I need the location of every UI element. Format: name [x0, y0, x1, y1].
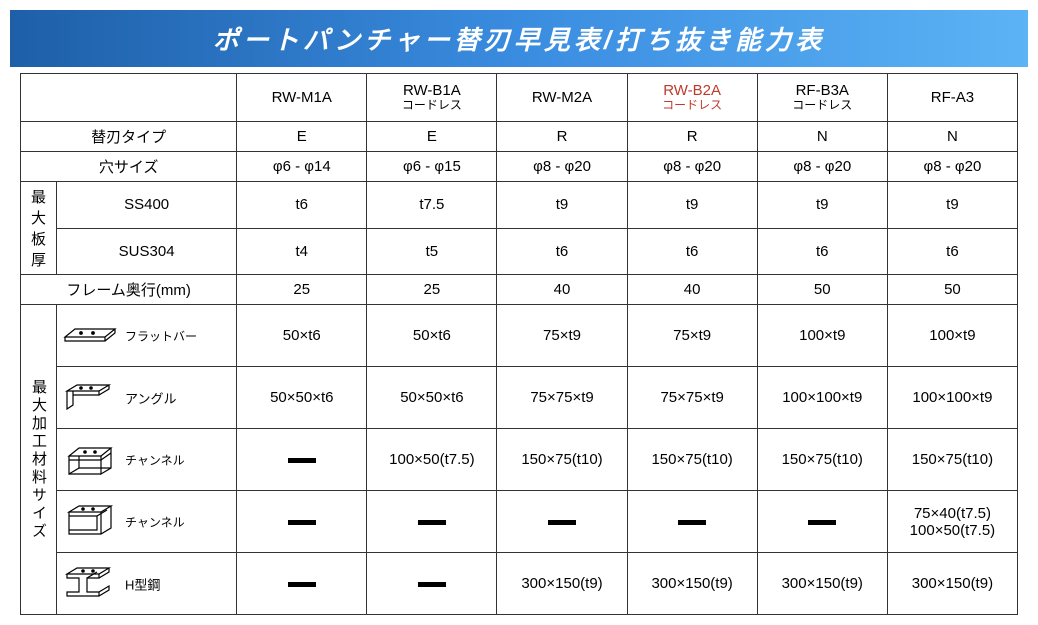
label-max-thick: 最大板厚 — [21, 182, 57, 275]
label-hole-size: 穴サイズ — [21, 152, 237, 182]
material-label-0: フラットバー — [57, 305, 237, 367]
cell-value: 50×t6 — [367, 305, 497, 367]
product-col-2: RW-M2A — [497, 74, 627, 122]
cell-value: 75×t9 — [627, 305, 757, 367]
label-sus304: SUS304 — [57, 228, 237, 275]
cell-dash — [367, 553, 497, 615]
cell-dash — [237, 429, 367, 491]
cell-dash — [757, 491, 887, 553]
label-blade-type: 替刃タイプ — [21, 122, 237, 152]
row-material-4: H型鋼300×150(t9)300×150(t9)300×150(t9)300×… — [21, 553, 1018, 615]
row-hole-size: 穴サイズφ6 - φ14φ6 - φ15φ8 - φ20φ8 - φ20φ8 -… — [21, 152, 1018, 182]
cell-value: 100×100×t9 — [757, 367, 887, 429]
cell-value: 150×75(t10) — [887, 429, 1017, 491]
product-col-3: RW-B2Aコードレス — [627, 74, 757, 122]
product-col-1: RW-B1Aコードレス — [367, 74, 497, 122]
cell-value: 50×50×t6 — [367, 367, 497, 429]
product-col-5: RF-A3 — [887, 74, 1017, 122]
label-frame-depth: フレーム奥行(mm) — [21, 275, 237, 305]
row-material-0: 最大加工材料サイズ フラットバー50×t650×t675×t975×t9100×… — [21, 305, 1018, 367]
row-frame-depth: フレーム奥行(mm)252540405050 — [21, 275, 1018, 305]
row-material-3: チャンネル 75×40(t7.5)100×50(t7.5) — [21, 491, 1018, 553]
cell-value: 75×t9 — [497, 305, 627, 367]
row-sus304: SUS304t4t5t6t6t6t6 — [21, 228, 1018, 275]
cell-value: 100×100×t9 — [887, 367, 1017, 429]
row-ss400: 最大板厚SS400t6t7.5t9t9t9t9 — [21, 182, 1018, 229]
cell-dash — [237, 491, 367, 553]
corner-blank — [21, 74, 237, 122]
cell-value: 75×40(t7.5)100×50(t7.5) — [887, 491, 1017, 553]
cell-dash — [627, 491, 757, 553]
material-label-2: チャンネル — [57, 429, 237, 491]
cell-value: 300×150(t9) — [497, 553, 627, 615]
cell-value: 75×75×t9 — [627, 367, 757, 429]
title-banner: ポートパンチャー替刃早見表/打ち抜き能力表 — [10, 10, 1028, 67]
product-col-4: RF-B3Aコードレス — [757, 74, 887, 122]
product-col-0: RW-M1A — [237, 74, 367, 122]
cell-dash — [497, 491, 627, 553]
label-ss400: SS400 — [57, 182, 237, 229]
cell-value: 300×150(t9) — [887, 553, 1017, 615]
row-blade-type: 替刃タイプEERRNN — [21, 122, 1018, 152]
product-header-row: RW-M1ARW-B1AコードレスRW-M2ARW-B2AコードレスRF-B3A… — [21, 74, 1018, 122]
material-label-4: H型鋼 — [57, 553, 237, 615]
row-material-1: アングル50×50×t650×50×t675×75×t975×75×t9100×… — [21, 367, 1018, 429]
cell-value: 100×t9 — [887, 305, 1017, 367]
cell-value: 150×75(t10) — [757, 429, 887, 491]
cell-value: 50×50×t6 — [237, 367, 367, 429]
cell-value: 150×75(t10) — [497, 429, 627, 491]
cell-value: 300×150(t9) — [757, 553, 887, 615]
spec-table: RW-M1ARW-B1AコードレスRW-M2ARW-B2AコードレスRF-B3A… — [20, 73, 1018, 615]
cell-value: 300×150(t9) — [627, 553, 757, 615]
cell-value: 100×50(t7.5) — [367, 429, 497, 491]
row-material-2: チャンネル100×50(t7.5)150×75(t10)150×75(t10)1… — [21, 429, 1018, 491]
material-label-3: チャンネル — [57, 491, 237, 553]
material-label-1: アングル — [57, 367, 237, 429]
cell-value: 75×75×t9 — [497, 367, 627, 429]
cell-value: 100×t9 — [757, 305, 887, 367]
cell-dash — [367, 491, 497, 553]
cell-value: 50×t6 — [237, 305, 367, 367]
cell-dash — [237, 553, 367, 615]
label-material-header: 最大加工材料サイズ — [21, 305, 57, 615]
cell-value: 150×75(t10) — [627, 429, 757, 491]
